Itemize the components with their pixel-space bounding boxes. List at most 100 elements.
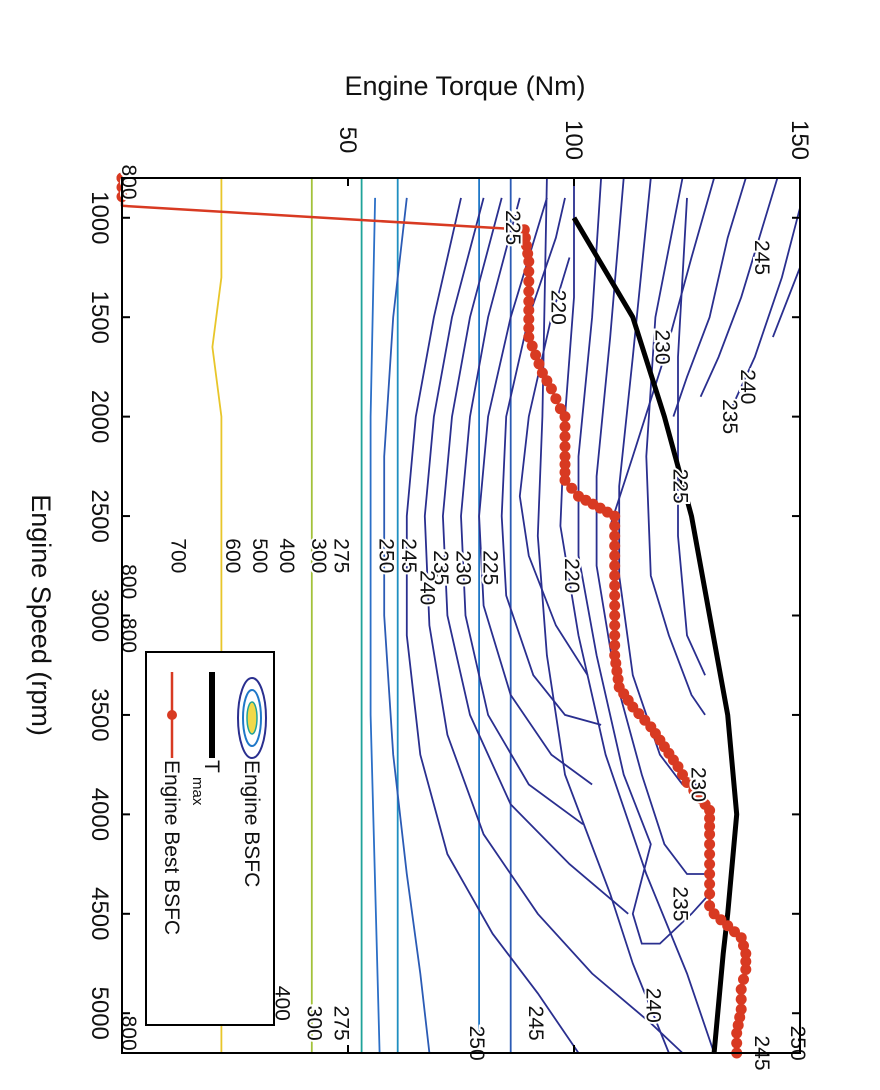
contour-line-240 bbox=[441, 197, 629, 915]
best-bsfc-point bbox=[704, 804, 716, 816]
contour-label: 600 bbox=[221, 538, 244, 573]
best-bsfc-point bbox=[609, 550, 621, 562]
contour-line-245 bbox=[772, 267, 801, 338]
best-bsfc-point bbox=[704, 812, 716, 824]
best-bsfc-point bbox=[704, 848, 716, 860]
red-dotted-line-icon bbox=[167, 672, 177, 758]
speed-tick-label: 4500 bbox=[86, 887, 113, 940]
best-bsfc-point bbox=[526, 340, 538, 352]
best-bsfc-point bbox=[609, 619, 621, 631]
best-bsfc-point bbox=[559, 441, 571, 452]
contour-line-240 bbox=[731, 207, 801, 408]
best-bsfc-point bbox=[704, 820, 716, 832]
best-bsfc-point bbox=[523, 313, 535, 325]
contour-line-235 bbox=[460, 197, 584, 826]
contour-label: 225 bbox=[501, 210, 524, 245]
best-bsfc-point bbox=[550, 393, 562, 405]
best-bsfc-point bbox=[738, 973, 749, 985]
contour-label: 300 bbox=[307, 538, 330, 573]
contour-label: 225 bbox=[479, 550, 502, 585]
speed-tick-label: 2000 bbox=[86, 390, 113, 443]
contour-line-220 bbox=[518, 257, 589, 676]
torque-tick-label: 150 bbox=[786, 120, 813, 160]
best-bsfc-point bbox=[523, 304, 535, 316]
best-bsfc-point bbox=[704, 828, 716, 840]
best-bsfc-point bbox=[609, 540, 621, 552]
best-bsfc-point bbox=[609, 590, 621, 602]
best-bsfc-point bbox=[523, 275, 535, 287]
best-bsfc-point bbox=[704, 888, 716, 900]
best-bsfc-point bbox=[740, 964, 752, 975]
contour-line-250 bbox=[536, 177, 670, 1054]
x-axis-title: Engine Speed (rpm) bbox=[26, 494, 56, 736]
torque-tick-label: 50 bbox=[334, 127, 361, 154]
speed-tick-label: 5000 bbox=[86, 987, 113, 1040]
best-bsfc-point bbox=[688, 785, 700, 796]
best-bsfc-point bbox=[523, 322, 535, 334]
legend-label-best-bsfc: Engine Best BSFC bbox=[160, 760, 183, 935]
best-bsfc-point bbox=[609, 510, 621, 522]
contour-label: 240 bbox=[415, 570, 438, 605]
contour-label: 245 bbox=[524, 1006, 547, 1041]
best-bsfc-point bbox=[731, 1027, 743, 1039]
contour-label: 400 bbox=[275, 538, 298, 573]
contour-line-225 bbox=[609, 177, 715, 527]
contour-label: 240 bbox=[641, 988, 664, 1023]
best-bsfc-point bbox=[559, 466, 571, 478]
best-bsfc-point bbox=[518, 224, 530, 236]
best-bsfc-point bbox=[609, 560, 621, 572]
contour-line-225 bbox=[645, 177, 706, 716]
best-bsfc-point bbox=[609, 570, 621, 582]
contour-line-220 bbox=[677, 197, 706, 676]
axis-ticks: 50 100 150 1000 1500 2000 2500 3000 3500 4000 4500… bbox=[86, 120, 813, 1053]
best-bsfc-point bbox=[523, 295, 535, 307]
best-bsfc-point bbox=[704, 838, 716, 850]
best-bsfc-point bbox=[704, 868, 716, 880]
speed-tick-label: 2500 bbox=[86, 489, 113, 542]
best-bsfc-point bbox=[735, 993, 747, 1005]
contour-label: 500 bbox=[248, 538, 271, 573]
torque-tick-label: 100 bbox=[560, 120, 587, 160]
best-bsfc-point bbox=[735, 983, 747, 995]
contour-line-230 bbox=[618, 177, 701, 786]
best-bsfc-point bbox=[609, 600, 621, 612]
best-bsfc-point bbox=[704, 858, 716, 870]
tmax-line bbox=[571, 216, 740, 1054]
contour-label: 700 bbox=[167, 538, 190, 573]
best-bsfc-point bbox=[523, 285, 535, 297]
best-bsfc-point bbox=[559, 450, 571, 462]
speed-tick-label: 3500 bbox=[86, 688, 113, 741]
contour-line-245 bbox=[559, 178, 715, 1054]
speed-tick-label: 1000 bbox=[86, 191, 113, 244]
contour-label: 225 bbox=[668, 469, 691, 504]
best-bsfc-point bbox=[609, 639, 621, 651]
best-bsfc-point bbox=[541, 375, 553, 387]
best-bsfc-point bbox=[704, 900, 716, 912]
best-bsfc-point bbox=[566, 482, 578, 494]
series-layer bbox=[116, 172, 752, 1059]
speed-tick-label: 3000 bbox=[86, 589, 113, 642]
contour-label: 230 bbox=[687, 767, 710, 802]
contour-line-240 bbox=[577, 177, 711, 945]
contour-label: 250 bbox=[465, 1026, 488, 1061]
contour-line-235 bbox=[699, 177, 779, 398]
legend-label-tmax: T bbox=[200, 760, 223, 773]
contour-label: 220 bbox=[546, 290, 569, 325]
contour-label: 245 bbox=[397, 538, 420, 573]
contour-labels: 2452402352302252202252202252302352402452… bbox=[115, 162, 811, 1072]
best-bsfc-point bbox=[704, 878, 716, 890]
contour-line-230 bbox=[478, 197, 593, 786]
best-bsfc-point bbox=[545, 383, 557, 395]
contour-label: 220 bbox=[560, 558, 583, 593]
contour-line-275 bbox=[383, 197, 431, 1054]
y-axis-title: Engine Torque (Nm) bbox=[344, 71, 585, 101]
contour-line-230 bbox=[672, 177, 747, 417]
contour-label: 250 bbox=[375, 538, 398, 573]
best-bsfc-point bbox=[523, 266, 535, 277]
contour-ellipse-icon bbox=[237, 677, 267, 759]
best-bsfc-point bbox=[681, 777, 693, 788]
best-bsfc-point bbox=[740, 948, 752, 960]
contour-label: 800 bbox=[117, 618, 140, 653]
best-bsfc-point bbox=[610, 657, 622, 669]
